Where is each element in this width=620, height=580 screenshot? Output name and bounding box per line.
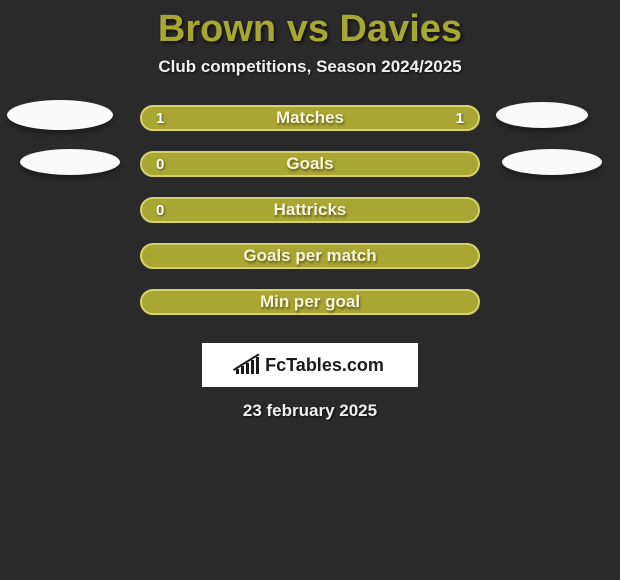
comparison-row: Goals per match [0, 243, 620, 269]
shadow-ellipse-icon [496, 102, 588, 128]
comparison-row: 0 Goals [0, 151, 620, 177]
stat-pill: 1 Matches 1 [140, 105, 480, 131]
logo-text: FcTables.com [265, 355, 384, 376]
logo-badge: FcTables.com [202, 343, 418, 387]
logo-bar [251, 360, 254, 374]
shadow-ellipse-icon [20, 149, 120, 175]
metric-label: Hattricks [274, 200, 347, 220]
left-value: 0 [156, 202, 164, 219]
date-label: 23 february 2025 [0, 401, 620, 421]
comparison-row: 1 Matches 1 [0, 105, 620, 131]
comparison-row: 0 Hattricks [0, 197, 620, 223]
comparison-rows: 1 Matches 1 0 Goals 0 Hattricks Goals per match… [0, 105, 620, 315]
shadow-ellipse-icon [7, 100, 113, 130]
stat-pill: Goals per match [140, 243, 480, 269]
logo-bar [246, 363, 249, 374]
left-value: 1 [156, 110, 164, 127]
left-value: 0 [156, 156, 164, 173]
shadow-ellipse-icon [502, 149, 602, 175]
metric-label: Matches [276, 108, 344, 128]
logo-bars-icon [236, 357, 259, 374]
logo-bar [256, 357, 259, 374]
logo-bar [241, 366, 244, 374]
metric-label: Goals [286, 154, 333, 174]
comparison-row: Min per goal [0, 289, 620, 315]
stat-pill: 0 Goals [140, 151, 480, 177]
page-title: Brown vs Davies [0, 0, 620, 51]
stat-pill: Min per goal [140, 289, 480, 315]
stat-pill: 0 Hattricks [140, 197, 480, 223]
subtitle: Club competitions, Season 2024/2025 [0, 57, 620, 77]
metric-label: Min per goal [260, 292, 360, 312]
metric-label: Goals per match [243, 246, 376, 266]
right-value: 1 [456, 110, 464, 127]
